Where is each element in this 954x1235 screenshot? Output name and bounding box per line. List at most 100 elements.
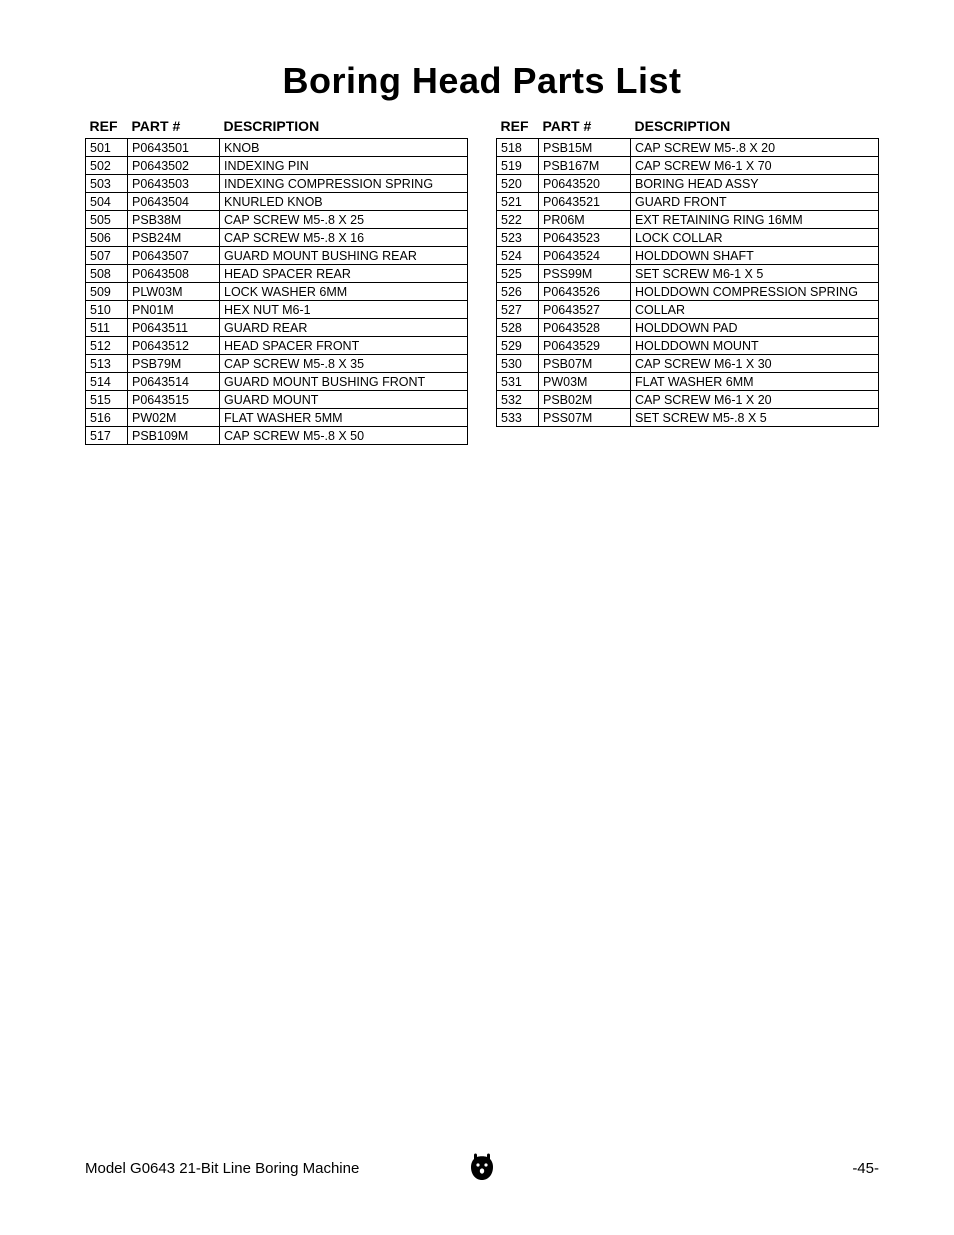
cell-ref: 512 (86, 337, 128, 355)
table-row: 505PSB38MCAP SCREW M5-.8 X 25 (86, 211, 468, 229)
table-row: 513PSB79MCAP SCREW M5-.8 X 35 (86, 355, 468, 373)
cell-desc: CAP SCREW M5-.8 X 25 (220, 211, 468, 229)
table-row: 503P0643503INDEXING COMPRESSION SPRING (86, 175, 468, 193)
cell-ref: 514 (86, 373, 128, 391)
cell-ref: 529 (497, 337, 539, 355)
cell-desc: CAP SCREW M6-1 X 20 (631, 391, 879, 409)
cell-ref: 518 (497, 139, 539, 157)
cell-desc: INDEXING PIN (220, 157, 468, 175)
tables-container: REF PART # DESCRIPTION 501P0643501KNOB50… (85, 116, 879, 445)
table-row: 511P0643511GUARD REAR (86, 319, 468, 337)
cell-desc: HEAD SPACER FRONT (220, 337, 468, 355)
cell-part: PW03M (539, 373, 631, 391)
cell-part: PN01M (128, 301, 220, 319)
cell-desc: CAP SCREW M6-1 X 30 (631, 355, 879, 373)
table-row: 515P0643515GUARD MOUNT (86, 391, 468, 409)
cell-part: PSB15M (539, 139, 631, 157)
table-row: 525PSS99MSET SCREW M6-1 X 5 (497, 265, 879, 283)
table-row: 524P0643524HOLDDOWN SHAFT (497, 247, 879, 265)
footer-page-number: -45- (852, 1160, 879, 1177)
cell-desc: GUARD REAR (220, 319, 468, 337)
cell-part: P0643508 (128, 265, 220, 283)
footer-model: Model G0643 21-Bit Line Boring Machine (85, 1160, 359, 1177)
table-header-row: REF PART # DESCRIPTION (497, 116, 879, 139)
cell-ref: 509 (86, 283, 128, 301)
cell-desc: FLAT WASHER 5MM (220, 409, 468, 427)
cell-desc: HEAD SPACER REAR (220, 265, 468, 283)
cell-desc: FLAT WASHER 6MM (631, 373, 879, 391)
table-row: 531PW03MFLAT WASHER 6MM (497, 373, 879, 391)
cell-ref: 503 (86, 175, 128, 193)
header-desc: DESCRIPTION (220, 116, 468, 139)
table-row: 530PSB07MCAP SCREW M6-1 X 30 (497, 355, 879, 373)
cell-desc: CAP SCREW M6-1 X 70 (631, 157, 879, 175)
cell-ref: 507 (86, 247, 128, 265)
table-row: 526P0643526HOLDDOWN COMPRESSION SPRING (497, 283, 879, 301)
cell-part: PSB38M (128, 211, 220, 229)
cell-desc: LOCK WASHER 6MM (220, 283, 468, 301)
cell-desc: GUARD FRONT (631, 193, 879, 211)
cell-part: P0643524 (539, 247, 631, 265)
cell-part: PSB07M (539, 355, 631, 373)
cell-part: P0643515 (128, 391, 220, 409)
cell-part: P0643503 (128, 175, 220, 193)
cell-part: PSB24M (128, 229, 220, 247)
table-row: 518PSB15MCAP SCREW M5-.8 X 20 (497, 139, 879, 157)
cell-desc: HOLDDOWN COMPRESSION SPRING (631, 283, 879, 301)
table-row: 502P0643502INDEXING PIN (86, 157, 468, 175)
table-row: 522PR06MEXT RETAINING RING 16MM (497, 211, 879, 229)
table-row: 519PSB167MCAP SCREW M6-1 X 70 (497, 157, 879, 175)
cell-part: PSB02M (539, 391, 631, 409)
cell-desc: HOLDDOWN SHAFT (631, 247, 879, 265)
parts-table-right: REF PART # DESCRIPTION 518PSB15MCAP SCRE… (496, 116, 879, 427)
cell-ref: 505 (86, 211, 128, 229)
cell-part: P0643514 (128, 373, 220, 391)
cell-ref: 508 (86, 265, 128, 283)
cell-ref: 510 (86, 301, 128, 319)
cell-ref: 526 (497, 283, 539, 301)
cell-desc: COLLAR (631, 301, 879, 319)
cell-part: PSS99M (539, 265, 631, 283)
cell-part: P0643504 (128, 193, 220, 211)
cell-desc: CAP SCREW M5-.8 X 20 (631, 139, 879, 157)
cell-ref: 506 (86, 229, 128, 247)
left-column: REF PART # DESCRIPTION 501P0643501KNOB50… (85, 116, 468, 445)
parts-table-left: REF PART # DESCRIPTION 501P0643501KNOB50… (85, 116, 468, 445)
table-row: 517PSB109MCAP SCREW M5-.8 X 50 (86, 427, 468, 445)
cell-ref: 520 (497, 175, 539, 193)
cell-ref: 525 (497, 265, 539, 283)
cell-ref: 504 (86, 193, 128, 211)
cell-ref: 528 (497, 319, 539, 337)
cell-desc: GUARD MOUNT BUSHING REAR (220, 247, 468, 265)
table-row: 509PLW03MLOCK WASHER 6MM (86, 283, 468, 301)
table-row: 514P0643514GUARD MOUNT BUSHING FRONT (86, 373, 468, 391)
cell-part: PSB79M (128, 355, 220, 373)
cell-desc: BORING HEAD ASSY (631, 175, 879, 193)
cell-desc: SET SCREW M6-1 X 5 (631, 265, 879, 283)
cell-desc: HEX NUT M6-1 (220, 301, 468, 319)
cell-ref: 517 (86, 427, 128, 445)
cell-part: P0643527 (539, 301, 631, 319)
cell-ref: 524 (497, 247, 539, 265)
table-row: 512P0643512HEAD SPACER FRONT (86, 337, 468, 355)
table-row: 528P0643528HOLDDOWN PAD (497, 319, 879, 337)
cell-desc: EXT RETAINING RING 16MM (631, 211, 879, 229)
header-desc: DESCRIPTION (631, 116, 879, 139)
cell-ref: 523 (497, 229, 539, 247)
cell-desc: INDEXING COMPRESSION SPRING (220, 175, 468, 193)
cell-desc: HOLDDOWN MOUNT (631, 337, 879, 355)
cell-ref: 516 (86, 409, 128, 427)
header-ref: REF (86, 116, 128, 139)
cell-part: P0643526 (539, 283, 631, 301)
right-column: REF PART # DESCRIPTION 518PSB15MCAP SCRE… (496, 116, 879, 427)
cell-part: P0643502 (128, 157, 220, 175)
cell-desc: HOLDDOWN PAD (631, 319, 879, 337)
cell-part: PSB109M (128, 427, 220, 445)
page-footer: Model G0643 21-Bit Line Boring Machine -… (85, 1160, 879, 1177)
cell-ref: 530 (497, 355, 539, 373)
page-title: Boring Head Parts List (85, 60, 879, 102)
table-row: 508P0643508HEAD SPACER REAR (86, 265, 468, 283)
cell-ref: 519 (497, 157, 539, 175)
cell-part: P0643511 (128, 319, 220, 337)
table-row: 520P0643520BORING HEAD ASSY (497, 175, 879, 193)
